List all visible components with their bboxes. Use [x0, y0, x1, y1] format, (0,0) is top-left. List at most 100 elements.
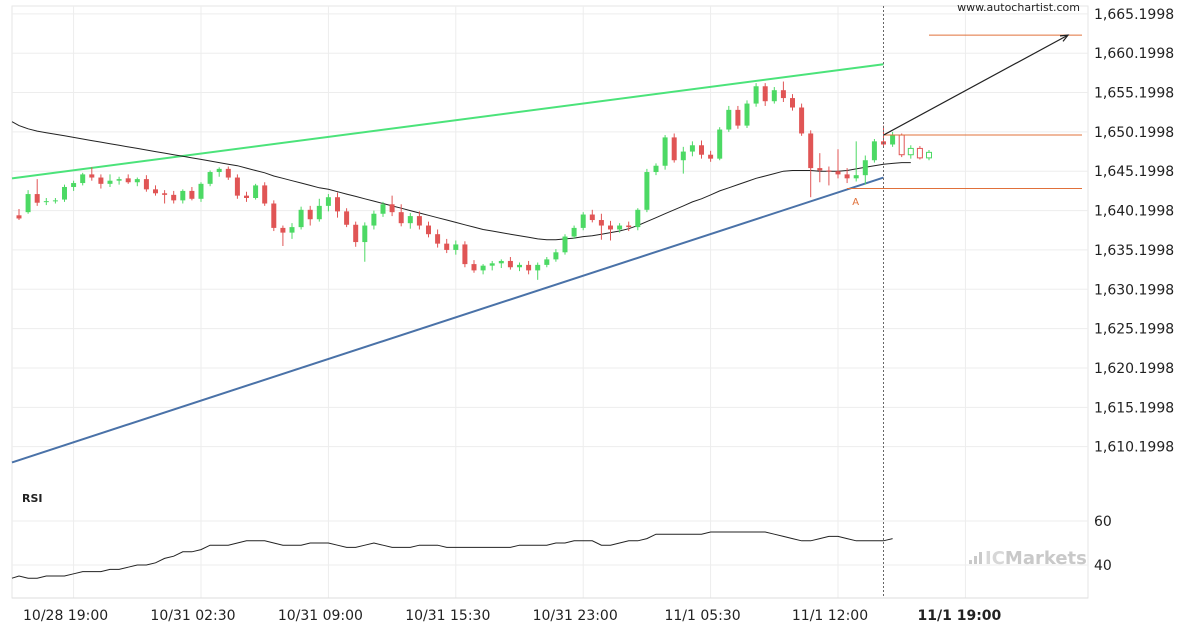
candle — [52, 198, 58, 204]
candle — [626, 221, 632, 232]
candle-body — [689, 145, 695, 152]
candle — [253, 183, 259, 200]
candle-body — [43, 201, 49, 203]
candle-body — [325, 197, 331, 206]
candle — [526, 260, 532, 275]
candle — [325, 194, 331, 212]
candle — [116, 176, 122, 185]
candle — [71, 180, 77, 191]
candle-body — [80, 174, 86, 184]
rsi-panel: RSI — [11, 492, 893, 579]
projected-candle — [898, 133, 905, 158]
candle — [871, 138, 877, 163]
candle — [389, 195, 395, 217]
candle — [853, 141, 859, 182]
candle-body — [762, 86, 768, 102]
candle-body — [598, 220, 604, 226]
candle — [353, 221, 359, 247]
candle-body — [662, 137, 668, 166]
candle — [808, 130, 814, 198]
candle-body — [898, 134, 905, 156]
candle — [444, 238, 450, 254]
candle — [817, 153, 823, 183]
candle — [771, 87, 777, 104]
price-tick-label: 1,615.1998 — [1094, 400, 1174, 416]
candle — [435, 229, 441, 248]
candle-body — [298, 209, 304, 228]
candle-body — [143, 179, 149, 190]
candle — [335, 192, 340, 218]
arrow-head-icon — [1059, 34, 1070, 42]
rsi-tick-label: 40 — [1094, 558, 1112, 574]
candle — [726, 105, 732, 132]
candle-body — [471, 264, 477, 271]
candle-body — [198, 183, 204, 199]
price-tick-label: 1,645.1998 — [1094, 164, 1174, 180]
candle — [362, 222, 368, 262]
candle — [844, 168, 850, 184]
candle — [416, 211, 422, 230]
candle — [544, 257, 550, 268]
candle-body — [626, 225, 632, 228]
candle-body — [362, 225, 368, 243]
candle-body — [507, 260, 513, 268]
candle-body — [407, 216, 413, 224]
candle-body — [617, 225, 623, 230]
candle-body — [98, 177, 104, 184]
price-tick-label: 1,625.1998 — [1094, 322, 1174, 338]
time-tick-label: 11/1 12:00 — [792, 608, 868, 624]
candle — [862, 155, 868, 185]
candle-body — [153, 189, 158, 194]
candle-body — [371, 213, 377, 226]
candlestick-series — [16, 81, 932, 280]
support-line — [11, 176, 884, 464]
time-tick-label: 10/31 15:30 — [405, 608, 490, 624]
candle-body — [608, 225, 613, 230]
candle-body — [52, 200, 58, 202]
candle — [662, 135, 668, 170]
candle-body — [107, 180, 113, 184]
candle — [262, 182, 268, 206]
brand-logo: ICMarkets — [969, 548, 1087, 569]
candle — [671, 133, 677, 163]
candle-body — [344, 211, 350, 225]
candle — [699, 140, 704, 159]
candle — [598, 213, 604, 240]
candle — [171, 190, 177, 204]
candle — [553, 249, 559, 262]
candle-body — [799, 107, 805, 134]
candle-body — [207, 172, 213, 184]
candle-body — [389, 204, 395, 213]
time-tick-label: 11/1 19:00 — [918, 608, 1002, 624]
candle-body — [25, 194, 31, 213]
candle-body — [489, 263, 495, 266]
candle — [43, 198, 49, 206]
candle-body — [234, 177, 240, 196]
candle-body — [435, 234, 441, 244]
candle-body — [189, 190, 195, 199]
chart-grid — [11, 5, 1089, 599]
candle-body — [926, 151, 932, 159]
candle-body — [116, 179, 122, 181]
candle-body — [671, 137, 677, 161]
candle — [498, 259, 504, 269]
price-tick-label: 1,630.1998 — [1094, 282, 1174, 298]
time-tick-label: 11/1 05:30 — [664, 608, 740, 624]
candle — [799, 103, 805, 136]
candle — [680, 146, 686, 174]
forecast-arrow — [883, 34, 1069, 136]
candle-body — [262, 185, 268, 204]
candle — [244, 191, 249, 202]
candle-body — [253, 185, 259, 198]
candle — [134, 177, 140, 187]
candle — [198, 182, 204, 202]
candle — [744, 100, 750, 128]
candle — [780, 81, 786, 102]
projected-candle — [916, 146, 923, 160]
candle — [107, 174, 113, 187]
candle-body — [526, 264, 532, 271]
candle-body — [553, 252, 559, 260]
candle-body — [380, 204, 386, 214]
candle — [589, 209, 595, 223]
candle-body — [535, 264, 541, 271]
